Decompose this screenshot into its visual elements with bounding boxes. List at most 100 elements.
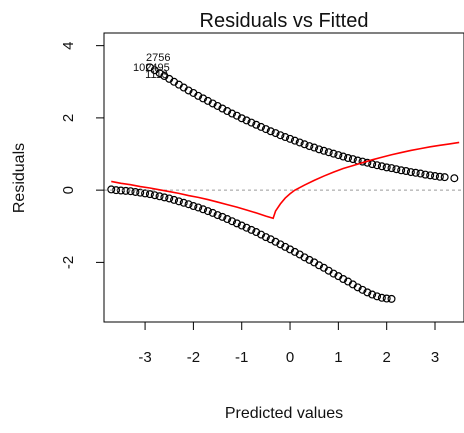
data-point	[237, 114, 246, 123]
data-point	[141, 189, 150, 198]
data-point	[145, 190, 154, 199]
data-point	[107, 185, 116, 194]
x-tick-label: -2	[187, 349, 200, 366]
data-point	[315, 261, 324, 270]
data-point	[363, 288, 372, 297]
data-point	[416, 169, 425, 178]
data-point	[228, 217, 237, 226]
data-point	[170, 195, 179, 204]
data-point	[426, 171, 435, 180]
data-point	[431, 172, 440, 181]
data-point	[348, 155, 357, 164]
data-point	[271, 237, 280, 246]
data-point	[276, 131, 285, 140]
data-point	[155, 192, 164, 201]
smooth-fit-line	[111, 141, 460, 220]
data-point	[261, 125, 270, 134]
data-point	[329, 149, 338, 158]
data-point	[165, 194, 174, 203]
y-tick-label: 0	[60, 186, 77, 194]
y-axis-label: Residuals	[11, 143, 28, 213]
data-point	[247, 225, 256, 234]
data-point	[392, 165, 401, 174]
data-point	[261, 233, 270, 242]
data-point	[397, 166, 406, 175]
x-axis-label: Predicted values	[225, 405, 343, 422]
data-point	[290, 247, 299, 256]
x-tick-label: -3	[138, 349, 151, 366]
x-tick-label: 0	[286, 349, 294, 366]
data-point	[203, 207, 212, 216]
data-point	[213, 101, 222, 110]
x-tick-label: 3	[431, 349, 439, 366]
data-point	[252, 120, 261, 129]
data-point	[319, 146, 328, 155]
data-point	[421, 170, 430, 179]
data-point	[203, 96, 212, 105]
data-point	[373, 292, 382, 301]
data-point	[300, 253, 309, 262]
y-tick-label: 2	[60, 114, 77, 122]
data-point	[232, 219, 241, 228]
x-tick-label: 1	[334, 349, 342, 366]
data-point	[266, 235, 275, 244]
data-point	[228, 109, 237, 118]
data-point	[266, 127, 275, 136]
data-point	[406, 168, 415, 177]
data-point	[440, 173, 449, 182]
data-point	[281, 242, 290, 251]
data-point	[368, 160, 377, 169]
data-point	[300, 140, 309, 149]
y-tick-label: 4	[60, 41, 77, 49]
data-point	[208, 208, 217, 217]
point-label: 102495	[133, 62, 170, 74]
data-point	[199, 205, 208, 214]
data-point	[184, 86, 193, 95]
data-point	[179, 198, 188, 207]
data-point	[344, 153, 353, 162]
data-point	[174, 197, 183, 206]
points-layer	[107, 63, 459, 303]
data-point	[194, 203, 203, 212]
data-point	[223, 215, 232, 224]
data-point	[387, 164, 396, 173]
data-point	[324, 148, 333, 157]
data-point	[208, 99, 217, 108]
y-tick-label: -2	[60, 256, 77, 269]
data-point	[373, 161, 382, 170]
data-point	[305, 255, 314, 264]
data-point	[247, 118, 256, 127]
data-point	[232, 111, 241, 120]
data-point	[218, 104, 227, 113]
data-point	[126, 187, 135, 196]
data-point	[387, 294, 396, 303]
data-point	[160, 193, 169, 202]
data-point	[257, 122, 266, 131]
chart-title: Residuals vs Fitted	[200, 10, 369, 32]
point-label: 1113	[145, 69, 168, 81]
data-point	[377, 293, 386, 302]
data-point	[242, 223, 251, 232]
point-label: 2756	[146, 52, 170, 64]
data-point	[295, 138, 304, 147]
data-point	[339, 275, 348, 284]
data-point	[150, 191, 159, 200]
data-point	[131, 187, 140, 196]
data-point	[257, 230, 266, 239]
data-point	[223, 107, 232, 116]
data-point	[382, 163, 391, 172]
data-point	[411, 168, 420, 177]
data-point	[435, 172, 444, 181]
data-point	[402, 167, 411, 176]
data-point	[213, 211, 222, 220]
data-point	[339, 152, 348, 161]
data-point	[286, 134, 295, 143]
data-point	[310, 143, 319, 152]
data-point	[276, 240, 285, 249]
data-point	[237, 221, 246, 230]
data-point	[121, 186, 130, 195]
data-point	[281, 133, 290, 142]
data-point	[329, 269, 338, 278]
